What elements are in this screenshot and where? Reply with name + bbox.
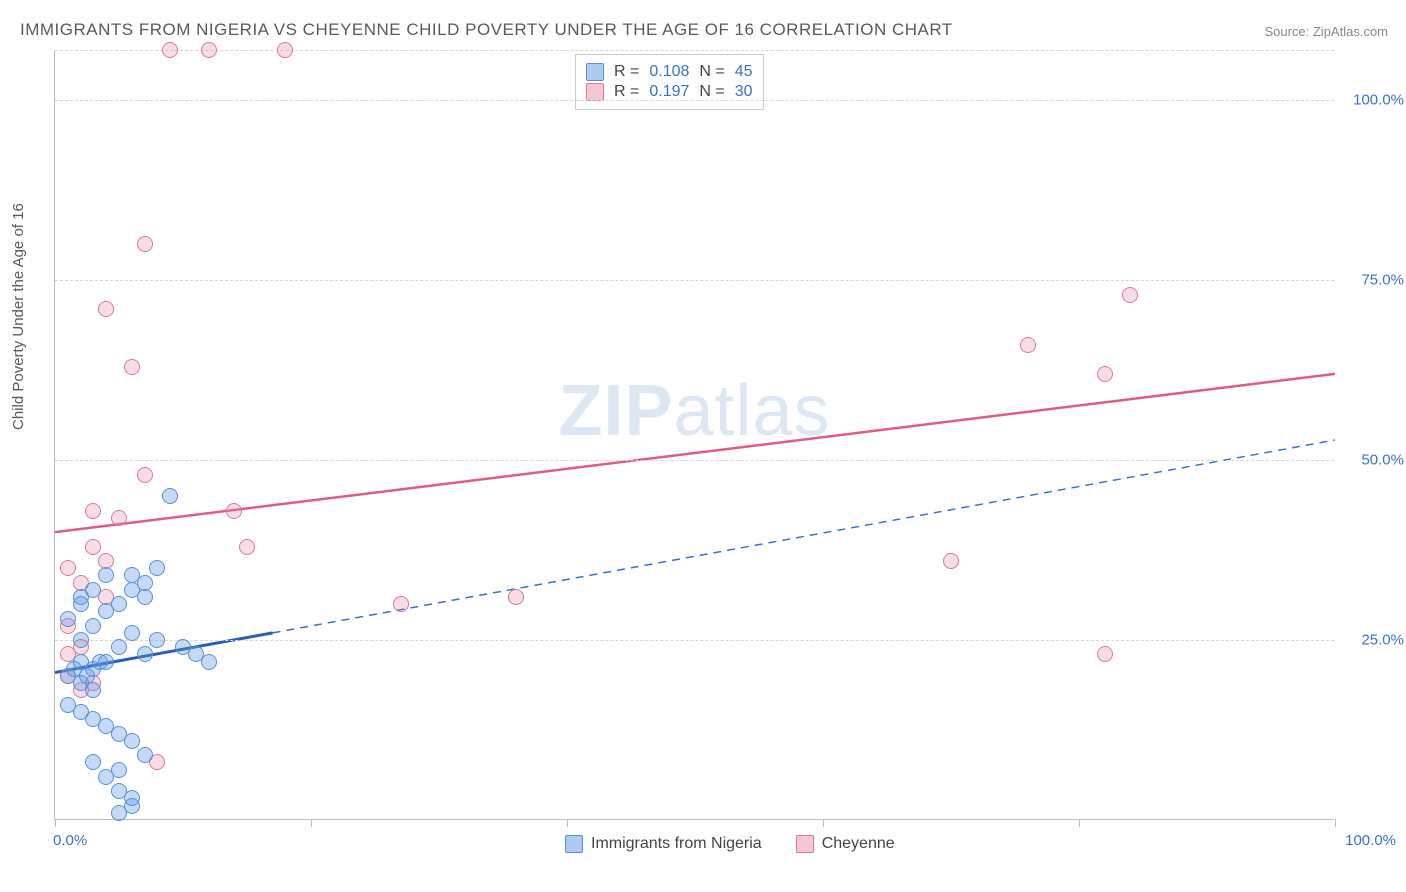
data-point — [85, 682, 101, 698]
legend-r-value: 0.197 — [649, 83, 689, 101]
gridline — [55, 100, 1334, 101]
gridline — [55, 280, 1334, 281]
watermark: ZIPatlas — [558, 370, 830, 452]
data-point — [277, 42, 293, 58]
data-point — [111, 762, 127, 778]
x-tick-label: 100.0% — [1345, 832, 1396, 849]
data-point — [239, 539, 255, 555]
data-point — [1097, 646, 1113, 662]
swatch-pink-icon — [796, 835, 814, 853]
y-axis-label: Child Poverty Under the Age of 16 — [10, 203, 27, 430]
legend-n-label: N = — [699, 83, 724, 101]
legend-series: Immigrants from Nigeria Cheyenne — [565, 835, 895, 853]
data-point — [1097, 366, 1113, 382]
x-tick — [1335, 819, 1336, 827]
data-point — [162, 488, 178, 504]
data-point — [137, 747, 153, 763]
x-tick — [311, 819, 312, 827]
gridline — [55, 640, 1334, 641]
data-point — [85, 539, 101, 555]
legend-label: Cheyenne — [822, 835, 895, 853]
legend-r-value: 0.108 — [649, 63, 689, 81]
legend-n-label: N = — [699, 63, 724, 81]
data-point — [162, 42, 178, 58]
swatch-blue-icon — [586, 63, 604, 81]
data-point — [137, 236, 153, 252]
data-point — [1122, 287, 1138, 303]
data-point — [149, 632, 165, 648]
data-point — [393, 596, 409, 612]
x-tick — [567, 819, 568, 827]
data-point — [149, 560, 165, 576]
y-tick-label: 50.0% — [1344, 452, 1404, 469]
trend-lines — [55, 50, 1335, 820]
data-point — [201, 42, 217, 58]
legend-n-value: 30 — [735, 83, 753, 101]
y-tick-label: 25.0% — [1344, 632, 1404, 649]
source-label: Source: ZipAtlas.com — [1264, 24, 1388, 39]
legend-r-label: R = — [614, 63, 639, 81]
data-point — [60, 560, 76, 576]
data-point — [124, 733, 140, 749]
data-point — [73, 632, 89, 648]
data-point — [124, 798, 140, 814]
data-point — [85, 503, 101, 519]
x-tick — [55, 819, 56, 827]
plot-area: ZIPatlas R = 0.108 N = 45 R = 0.197 N = … — [54, 50, 1334, 820]
gridline — [55, 50, 1334, 51]
data-point — [73, 589, 89, 605]
legend-item-blue: Immigrants from Nigeria — [565, 835, 762, 853]
correlation-chart: IMMIGRANTS FROM NIGERIA VS CHEYENNE CHIL… — [0, 0, 1406, 892]
legend-r-label: R = — [614, 83, 639, 101]
data-point — [60, 611, 76, 627]
data-point — [124, 625, 140, 641]
legend-row-pink: R = 0.197 N = 30 — [586, 83, 753, 101]
legend-stats: R = 0.108 N = 45 R = 0.197 N = 30 — [575, 54, 764, 110]
gridline — [55, 460, 1334, 461]
legend-n-value: 45 — [735, 63, 753, 81]
data-point — [1020, 337, 1036, 353]
x-tick-label: 0.0% — [53, 832, 87, 849]
swatch-blue-icon — [565, 835, 583, 853]
data-point — [98, 301, 114, 317]
legend-item-pink: Cheyenne — [796, 835, 895, 853]
data-point — [111, 510, 127, 526]
data-point — [137, 646, 153, 662]
legend-label: Immigrants from Nigeria — [591, 835, 762, 853]
data-point — [85, 754, 101, 770]
data-point — [201, 654, 217, 670]
data-point — [111, 639, 127, 655]
data-point — [137, 575, 153, 591]
data-point — [226, 503, 242, 519]
legend-row-blue: R = 0.108 N = 45 — [586, 63, 753, 81]
x-tick — [823, 819, 824, 827]
data-point — [98, 654, 114, 670]
data-point — [508, 589, 524, 605]
data-point — [98, 567, 114, 583]
y-tick-label: 75.0% — [1344, 272, 1404, 289]
x-tick — [1079, 819, 1080, 827]
chart-title: IMMIGRANTS FROM NIGERIA VS CHEYENNE CHIL… — [20, 20, 953, 40]
swatch-pink-icon — [586, 83, 604, 101]
data-point — [137, 467, 153, 483]
data-point — [124, 359, 140, 375]
y-tick-label: 100.0% — [1344, 92, 1404, 109]
data-point — [85, 618, 101, 634]
data-point — [111, 596, 127, 612]
data-point — [137, 589, 153, 605]
data-point — [943, 553, 959, 569]
